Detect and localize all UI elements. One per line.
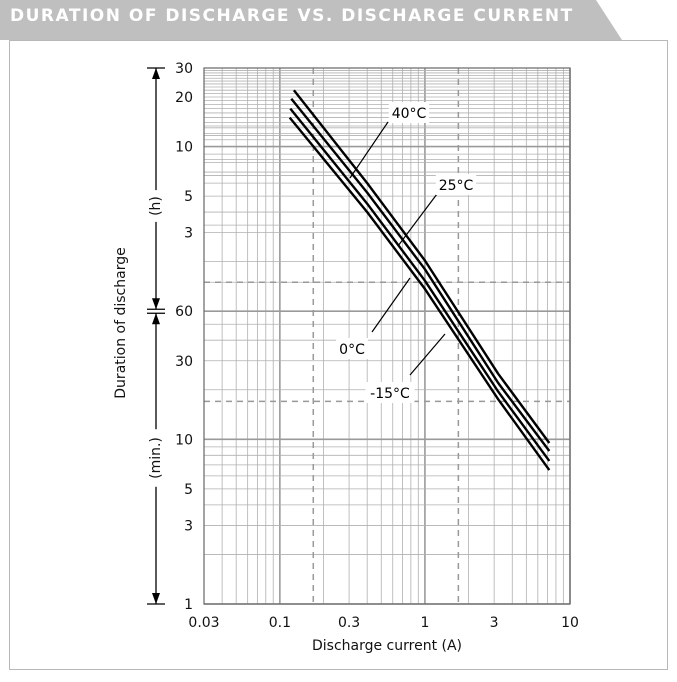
y-tick-label-hours: 3: [184, 226, 193, 242]
annotation-leader: [397, 193, 438, 247]
series-line-25C: [290, 98, 551, 452]
y-tick-label-minutes: 1: [184, 597, 193, 613]
plot-background: [204, 68, 570, 604]
series-line-0C: [289, 107, 551, 462]
y-unit-hours: (h): [148, 196, 164, 216]
y-tick-label-minutes: 3: [184, 518, 193, 534]
y-tick-label-hours: 5: [184, 189, 193, 205]
annotation-leader: [349, 121, 389, 179]
y-tick-label-hours: 30: [175, 61, 193, 77]
annotation-label-40C: 40°C: [392, 106, 427, 122]
annotation-label-bg: [388, 102, 430, 123]
annotation-leader: [371, 277, 411, 333]
y-tick-label-minutes: 30: [175, 354, 193, 370]
annotation-label-0C: 0°C: [339, 342, 365, 358]
x-axis-label: Discharge current (A): [312, 638, 462, 654]
series-line--15C: [288, 116, 551, 471]
x-tick-label: 1: [420, 615, 429, 631]
x-tick-label: 0.1: [269, 615, 291, 631]
annotation-leader: [409, 333, 446, 376]
x-tick-label: 0.3: [338, 615, 360, 631]
x-tick-label: 10: [561, 615, 579, 631]
x-tick-label: 0.03: [188, 615, 219, 631]
hours-range-bracket-arrowhead: [152, 298, 160, 310]
y-unit-minutes: (min.): [148, 437, 164, 479]
annotation-label-bg: [365, 382, 415, 403]
y-tick-label-hours: 20: [175, 90, 193, 106]
series-line-40C: [292, 89, 551, 444]
y-unit-minutes-bg: [146, 429, 166, 487]
y-unit-hours-bg: [146, 190, 166, 222]
hours-range-bracket-arrowhead: [152, 68, 160, 79]
annotation-label-bg: [336, 338, 368, 359]
banner-shape: [0, 0, 622, 40]
minutes-range-bracket-arrowhead: [152, 313, 160, 325]
annotation-label-25C: 25°C: [439, 178, 474, 194]
y-tick-label-minutes: 5: [184, 482, 193, 498]
y-axis-label: Duration of discharge: [113, 247, 129, 398]
y-tick-label-hours: 10: [175, 140, 193, 156]
annotation-label-bg: [435, 174, 477, 195]
x-tick-label: 3: [490, 615, 499, 631]
minutes-range-bracket-arrowhead: [152, 593, 160, 604]
chart-title-banner: DURATION OF DISCHARGE VS. DISCHARGE CURR…: [0, 0, 677, 40]
annotation-label--15C: -15°C: [370, 386, 410, 402]
chart-title: DURATION OF DISCHARGE VS. DISCHARGE CURR…: [10, 6, 574, 26]
y-tick-label-minutes: 10: [175, 432, 193, 448]
y-tick-label-minutes: 60: [175, 304, 193, 320]
plot-border: [203, 67, 571, 605]
